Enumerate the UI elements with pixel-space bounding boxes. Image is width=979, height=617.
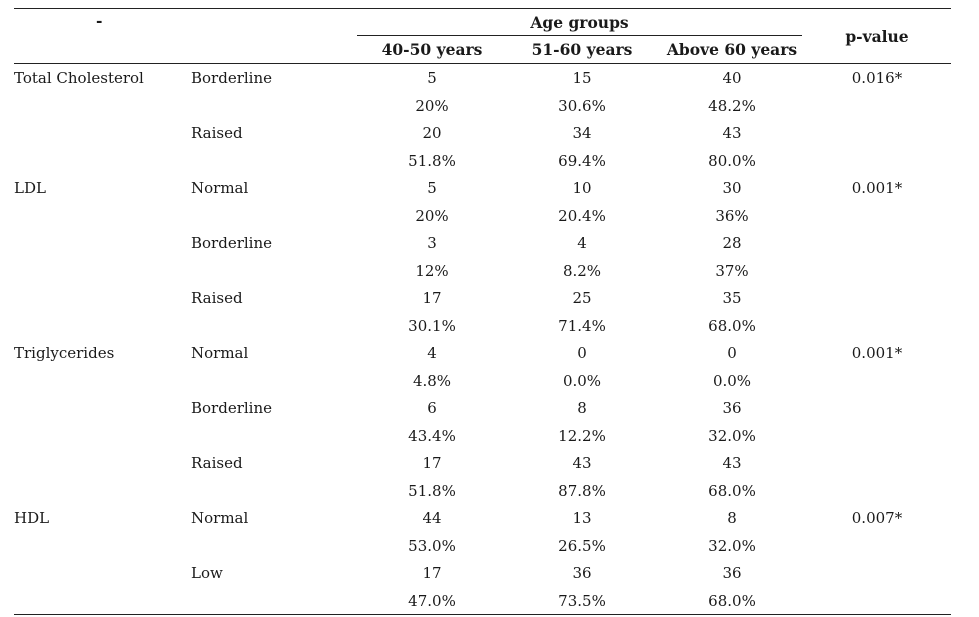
- value-40-50-cell: 51.8%: [408, 151, 456, 170]
- category-cell: Low: [191, 564, 223, 582]
- value-40-50-cell: 20: [422, 124, 442, 142]
- header-col-above-60: Above 60 years: [666, 40, 798, 59]
- value-51-60-cell: 71.4%: [558, 316, 606, 335]
- value-above-60-cell: 0.0%: [712, 371, 752, 390]
- value-51-60-cell: 25: [572, 289, 592, 307]
- category-cell: Borderline: [191, 69, 273, 87]
- value-above-60-cell: 35: [722, 289, 742, 307]
- value-51-60-cell: 8.2%: [562, 261, 602, 280]
- value-above-60-cell: 8: [727, 509, 737, 527]
- value-above-60-cell: 0: [727, 344, 737, 362]
- value-40-50-cell: 20%: [415, 206, 449, 225]
- value-40-50-cell: 53.0%: [408, 536, 456, 555]
- age-group-rule: [357, 35, 802, 36]
- category-cell: Borderline: [191, 399, 273, 417]
- value-40-50-cell: 20%: [415, 96, 449, 115]
- value-above-60-cell: 36%: [715, 206, 749, 225]
- p-value-cell: 0.001*: [851, 344, 903, 362]
- category-cell: Normal: [191, 179, 249, 197]
- value-51-60-cell: 4: [577, 234, 587, 252]
- value-above-60-cell: 32.0%: [708, 536, 756, 555]
- value-40-50-cell: 4: [427, 344, 437, 362]
- value-51-60-cell: 26.5%: [558, 536, 606, 555]
- value-51-60-cell: 20.4%: [558, 206, 606, 225]
- value-40-50-cell: 5: [427, 69, 437, 87]
- value-51-60-cell: 12.2%: [558, 426, 606, 445]
- value-above-60-cell: 32.0%: [708, 426, 756, 445]
- category-cell: Borderline: [191, 234, 273, 252]
- value-40-50-cell: 3: [427, 234, 437, 252]
- category-cell: Normal: [191, 344, 249, 362]
- top-rule: [14, 8, 951, 9]
- value-51-60-cell: 8: [577, 399, 587, 417]
- value-above-60-cell: 48.2%: [708, 96, 756, 115]
- value-above-60-cell: 30: [722, 179, 742, 197]
- value-above-60-cell: 28: [722, 234, 742, 252]
- value-51-60-cell: 73.5%: [558, 591, 606, 610]
- header-bottom-rule: [14, 63, 951, 64]
- parameter-cell: HDL: [14, 509, 50, 527]
- value-40-50-cell: 5: [427, 179, 437, 197]
- value-51-60-cell: 34: [572, 124, 592, 142]
- p-value-cell: 0.016*: [851, 69, 903, 87]
- value-51-60-cell: 87.8%: [558, 481, 606, 500]
- lipid-profile-table: - Age groups 40-50 years 51-60 years Abo…: [14, 0, 951, 617]
- parameter-cell: Total Cholesterol: [14, 69, 144, 87]
- value-40-50-cell: 6: [427, 399, 437, 417]
- value-51-60-cell: 36: [572, 564, 592, 582]
- value-above-60-cell: 36: [722, 564, 742, 582]
- category-cell: Raised: [191, 289, 243, 307]
- value-above-60-cell: 43: [722, 124, 742, 142]
- category-cell: Normal: [191, 509, 249, 527]
- value-51-60-cell: 69.4%: [558, 151, 606, 170]
- category-cell: Raised: [191, 454, 243, 472]
- value-40-50-cell: 44: [422, 509, 442, 527]
- p-value-cell: 0.007*: [851, 509, 903, 527]
- p-value-cell: 0.001*: [851, 179, 903, 197]
- value-above-60-cell: 36: [722, 399, 742, 417]
- value-51-60-cell: 43: [572, 454, 592, 472]
- parameter-cell: Triglycerides: [14, 344, 115, 362]
- value-40-50-cell: 17: [422, 289, 442, 307]
- value-above-60-cell: 68.0%: [708, 481, 756, 500]
- category-cell: Raised: [191, 124, 243, 142]
- header-p-value: p-value: [845, 27, 909, 46]
- value-40-50-cell: 43.4%: [408, 426, 456, 445]
- parameter-cell: LDL: [14, 179, 46, 197]
- header-col-40-50: 40-50 years: [381, 40, 483, 59]
- value-51-60-cell: 10: [572, 179, 592, 197]
- value-above-60-cell: 40: [722, 69, 742, 87]
- value-40-50-cell: 4.8%: [412, 371, 452, 390]
- value-51-60-cell: 13: [572, 509, 592, 527]
- value-40-50-cell: 47.0%: [408, 591, 456, 610]
- value-51-60-cell: 0: [577, 344, 587, 362]
- header-col-51-60: 51-60 years: [531, 40, 633, 59]
- value-above-60-cell: 68.0%: [708, 316, 756, 335]
- value-above-60-cell: 37%: [715, 261, 749, 280]
- bottom-rule: [14, 614, 951, 615]
- value-above-60-cell: 68.0%: [708, 591, 756, 610]
- header-age-groups: Age groups: [530, 13, 629, 32]
- value-51-60-cell: 0.0%: [562, 371, 602, 390]
- value-40-50-cell: 17: [422, 564, 442, 582]
- value-40-50-cell: 51.8%: [408, 481, 456, 500]
- header-corner: -: [96, 11, 103, 30]
- value-40-50-cell: 30.1%: [408, 316, 456, 335]
- value-above-60-cell: 80.0%: [708, 151, 756, 170]
- value-51-60-cell: 15: [572, 69, 592, 87]
- value-40-50-cell: 17: [422, 454, 442, 472]
- value-40-50-cell: 12%: [415, 261, 449, 280]
- value-51-60-cell: 30.6%: [558, 96, 606, 115]
- value-above-60-cell: 43: [722, 454, 742, 472]
